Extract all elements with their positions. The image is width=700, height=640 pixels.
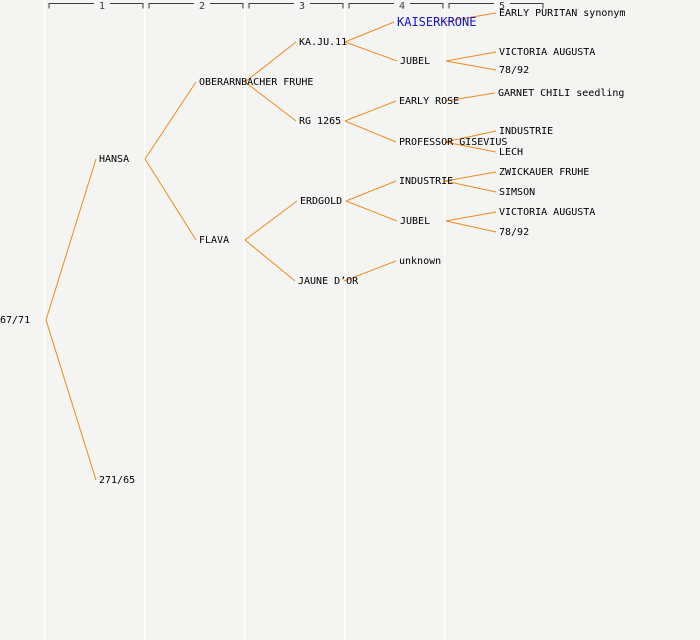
- tree-node-78-92-2[interactable]: 78/92: [499, 227, 530, 238]
- edge-early-rose-garnet-chili: [444, 92, 496, 102]
- tree-node-rg-1265[interactable]: RG 1265: [299, 116, 342, 127]
- tree-node-professor-gisevius[interactable]: PROFESSOR GISEVIUS: [399, 137, 508, 148]
- edge-root-67-71-hansa: [45, 158, 97, 321]
- tree-node-unknown[interactable]: unknown: [399, 256, 442, 267]
- generation-label-1: 1: [98, 1, 106, 12]
- edge-ka-ju-11-jubel-1: [344, 41, 398, 62]
- tree-node-root-67-71[interactable]: 67/71: [0, 315, 31, 326]
- edge-kaiserkrone-early-puritan: [442, 12, 497, 23]
- edge-professor-gisevius-industrie-2: [444, 130, 497, 143]
- generation-bracket-4: [348, 3, 444, 9]
- edge-rg-1265-early-rose: [344, 100, 397, 122]
- edge-ka-ju-11-kaiserkrone: [344, 21, 395, 43]
- generation-label-5: 5: [498, 1, 506, 12]
- edge-hansa-oberarnbacher-fruhe: [144, 81, 197, 160]
- tree-node-erdgold[interactable]: ERDGOLD: [300, 196, 343, 207]
- generation-bracket-2: [148, 3, 244, 9]
- tree-node-early-rose[interactable]: EARLY ROSE: [399, 96, 460, 107]
- edge-erdgold-jubel-2: [345, 200, 398, 222]
- tree-node-jaune-dor[interactable]: JAUNE D’OR: [298, 276, 359, 287]
- edge-hansa-flava: [144, 158, 197, 241]
- edge-jubel-1-victoria-augusta-1: [445, 51, 497, 62]
- tree-node-victoria-augusta-2[interactable]: VICTORIA AUGUSTA: [499, 207, 596, 218]
- tree-node-lech[interactable]: LECH: [499, 147, 524, 158]
- tree-node-78-92-1[interactable]: 78/92: [499, 65, 530, 76]
- tree-node-victoria-augusta-1[interactable]: VICTORIA AUGUSTA: [499, 47, 596, 58]
- edge-oberarnbacher-fruhe-ka-ju-11: [244, 41, 297, 83]
- edge-jubel-1-78-92-1: [445, 60, 497, 71]
- edge-flava-jaune-dor: [244, 239, 296, 282]
- tree-node-industrie-2[interactable]: INDUSTRIE: [499, 126, 554, 137]
- tree-node-271-65[interactable]: 271/65: [99, 475, 136, 486]
- generation-label-3: 3: [298, 1, 306, 12]
- tree-node-garnet-chili[interactable]: GARNET CHILI seedling: [498, 88, 625, 99]
- generation-label-4: 4: [398, 1, 406, 12]
- edge-professor-gisevius-lech: [444, 141, 497, 153]
- edge-flava-erdgold: [244, 200, 298, 241]
- tree-node-kaiserkrone[interactable]: KAISERKRONE: [397, 15, 477, 29]
- edge-root-67-71-271-65: [45, 319, 97, 481]
- tree-node-ka-ju-11[interactable]: KA.JU.11: [299, 37, 348, 48]
- generation-label-2: 2: [198, 1, 206, 12]
- generation-bracket-3: [248, 3, 344, 9]
- generation-bracket-1: [48, 3, 144, 9]
- generation-bracket-5: [448, 3, 544, 9]
- edge-jaune-dor-unknown: [343, 260, 397, 282]
- edge-jubel-2-78-92-2: [445, 220, 497, 233]
- tree-node-oberarnbacher-fruhe[interactable]: OBERARNBACHER FRUHE: [199, 77, 314, 88]
- tree-node-industrie-1[interactable]: INDUSTRIE: [399, 176, 454, 187]
- tree-node-simson[interactable]: SIMSON: [499, 187, 536, 198]
- edge-rg-1265-professor-gisevius: [344, 120, 397, 143]
- edge-erdgold-industrie-1: [345, 180, 397, 202]
- tree-node-flava[interactable]: FLAVA: [199, 235, 230, 246]
- tree-node-hansa[interactable]: HANSA: [99, 154, 130, 165]
- tree-node-early-puritan[interactable]: EARLY PURITAN synonym: [499, 8, 626, 19]
- tree-node-jubel-1[interactable]: JUBEL: [400, 56, 431, 67]
- tree-node-jubel-2[interactable]: JUBEL: [400, 216, 431, 227]
- edge-industrie-1-zwickauer-fruhe: [444, 171, 497, 182]
- edge-oberarnbacher-fruhe-rg-1265: [244, 81, 297, 122]
- edge-industrie-1-simson: [444, 180, 497, 193]
- tree-node-zwickauer-fruhe[interactable]: ZWICKAUER FRUHE: [499, 167, 590, 178]
- edge-jubel-2-victoria-augusta-2: [445, 211, 497, 222]
